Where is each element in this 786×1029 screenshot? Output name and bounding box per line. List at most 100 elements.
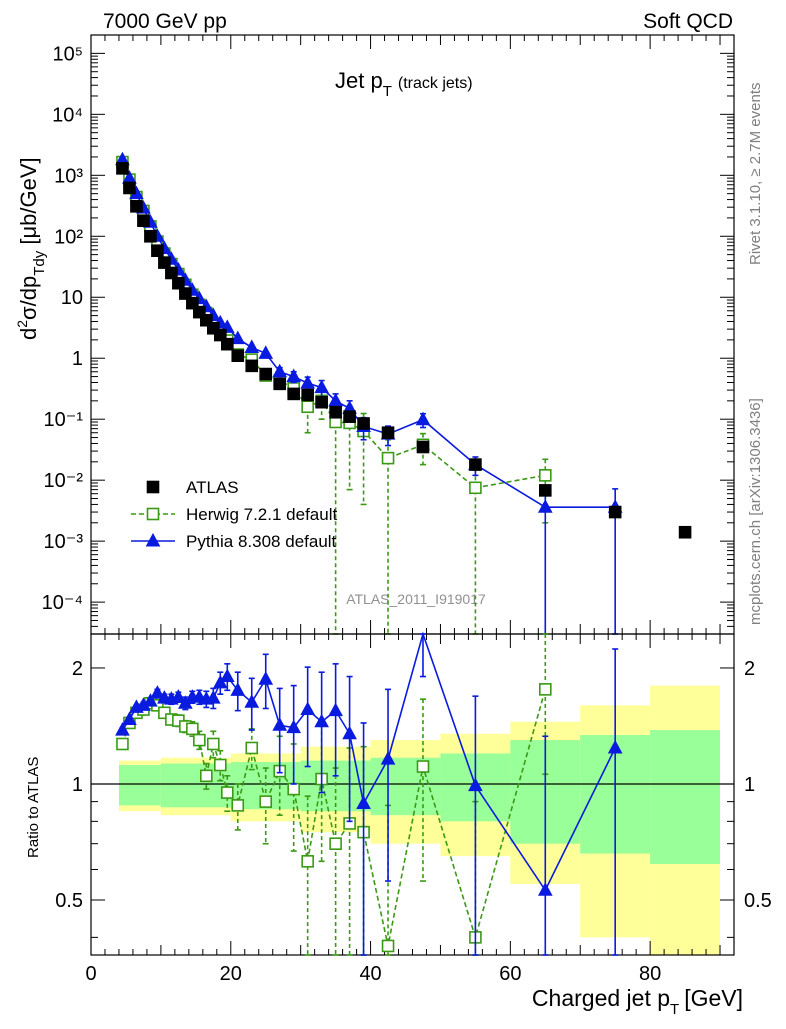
- legend-pythia-marker: [145, 532, 161, 547]
- atlas-marker: [301, 388, 314, 402]
- upper-y-tick-label: 10⁻⁴: [42, 592, 83, 614]
- pythia-marker: [300, 375, 316, 389]
- pythia-ratio-marker: [607, 739, 623, 754]
- x-tick-label: 0: [85, 963, 96, 985]
- x-axis-label-sub: T: [670, 1001, 679, 1018]
- pythia-marker: [537, 499, 553, 513]
- atlas-marker: [343, 410, 356, 423]
- legend-label: ATLAS: [186, 478, 239, 497]
- pythia-ratio-marker: [314, 713, 329, 728]
- pythia-ratio-marker: [219, 668, 235, 683]
- pythia-ratio-marker: [171, 689, 186, 703]
- upper-y-tick-label: 1: [72, 348, 83, 370]
- atlas-marker: [678, 525, 692, 539]
- upper-y-tick-label: 10⁴: [52, 104, 83, 126]
- x-axis-label: Charged jet pT [GeV]: [532, 985, 743, 1018]
- atlas-marker: [416, 440, 430, 454]
- pythia-marker: [286, 368, 302, 383]
- atlas-marker: [193, 305, 206, 319]
- atlas-marker: [179, 287, 192, 300]
- herwig-ratio-marker: [245, 741, 259, 755]
- pythia-ratio-marker: [122, 711, 137, 726]
- atlas-marker: [287, 387, 300, 401]
- legend: ATLAS Herwig 7.2.1 default Pythia 8.308 de…: [131, 478, 337, 551]
- legend-label: Herwig 7.2.1 default: [186, 505, 337, 524]
- header-right: Soft QCD: [643, 10, 733, 33]
- herwig-ratio-marker: [186, 722, 199, 736]
- upper-panel: 10⁵ 10⁴ 10³ 10² 10 1 10⁻¹ 10⁻² 10⁻³ 10⁻⁴: [42, 34, 735, 635]
- atlas-marker: [315, 395, 328, 409]
- x-axis-label-main: Charged jet p: [532, 985, 670, 1011]
- herwig-ratio-marker: [416, 760, 430, 773]
- upper-ylabel: d2σ/dpTdy [μb/GeV]: [14, 157, 48, 340]
- herwig-marker: [301, 400, 314, 414]
- upper-y-tick-label: 10⁻²: [44, 470, 84, 492]
- pythia-ratio-marker: [244, 694, 260, 708]
- plot-title-sub: T: [383, 83, 392, 100]
- lower-y-tick-label-right: 0.5: [744, 890, 772, 912]
- pythia-marker: [328, 392, 343, 407]
- atlas-marker: [123, 181, 136, 195]
- atlas-marker: [130, 200, 143, 213]
- pythia-ratio-marker: [286, 719, 302, 734]
- herwig-line: [121, 161, 546, 489]
- x-tick-label: 60: [499, 963, 521, 985]
- pythia-ratio-marker: [115, 722, 130, 736]
- side-text-version: Rivet 3.1.10, ≥ 2.7M events: [747, 83, 764, 266]
- atlas-marker: [273, 377, 287, 391]
- atlas-marker: [200, 313, 213, 327]
- herwig-ratio-marker: [231, 799, 245, 812]
- atlas-marker: [538, 484, 552, 497]
- x-tick-label: 40: [359, 963, 381, 985]
- atlas-marker: [213, 328, 227, 342]
- upper-y-tick-label: 10³: [54, 165, 83, 187]
- lower-y-tick-label-right: 2: [744, 658, 755, 680]
- lower-y-tick-label: 0.5: [55, 890, 83, 912]
- plot-title: Jet pT (track jets): [335, 68, 473, 100]
- pythia-ratio-marker: [230, 682, 246, 696]
- pythia-ratio-marker: [356, 795, 371, 809]
- pythia-ratio-marker: [300, 701, 316, 716]
- atlas-marker: [144, 229, 157, 243]
- uncertainty-band-inner: [118, 765, 161, 806]
- herwig-ratio-marker: [220, 786, 234, 799]
- herwig-ratio-marker: [287, 782, 300, 796]
- pythia-ratio-marker: [537, 882, 553, 896]
- herwig-marker: [538, 469, 552, 482]
- atlas-marker: [608, 505, 622, 519]
- atlas-marker: [151, 244, 164, 258]
- pythia-ratio-marker: [258, 671, 274, 685]
- pythia-ratio-marker: [328, 702, 343, 717]
- herwig-ratio-marker: [116, 737, 129, 751]
- side-text-source: mcplots.cern.ch [arXiv:1306.3436]: [747, 398, 764, 625]
- uncertainty-band-inner: [370, 757, 441, 816]
- header-left: 7000 GeV pp: [103, 10, 227, 33]
- pythia-ratio-marker: [272, 717, 288, 731]
- herwig-ratio-marker: [538, 683, 552, 696]
- herwig-marker: [381, 451, 395, 465]
- lower-y-tick-label: 2: [72, 658, 83, 680]
- x-axis-label-unit: [GeV]: [684, 985, 743, 1011]
- herwig-ratio-marker: [213, 758, 227, 772]
- atlas-marker: [259, 367, 273, 381]
- atlas-marker: [381, 426, 395, 440]
- herwig-ratio-marker: [200, 769, 213, 783]
- atlas-marker: [329, 405, 342, 419]
- x-tick-label: 80: [639, 963, 661, 985]
- upper-y-tick-label: 10⁻³: [44, 531, 84, 553]
- atlas-marker: [469, 458, 482, 471]
- herwig-ratio-marker: [301, 855, 314, 868]
- atlas-marker: [207, 321, 220, 335]
- lower-ylabel: Ratio to ATLAS: [25, 757, 42, 858]
- atlas-marker: [137, 214, 150, 228]
- x-tick-label: 20: [220, 963, 242, 985]
- atlas-marker: [357, 417, 370, 430]
- lower-y-tick-label: 1: [72, 774, 83, 796]
- pythia-marker: [244, 339, 260, 353]
- upper-y-tick-label: 10⁻¹: [44, 409, 84, 431]
- pythia-ratio-marker: [342, 725, 357, 740]
- pythia-line: [121, 159, 616, 509]
- herwig-ratio-marker: [381, 939, 395, 953]
